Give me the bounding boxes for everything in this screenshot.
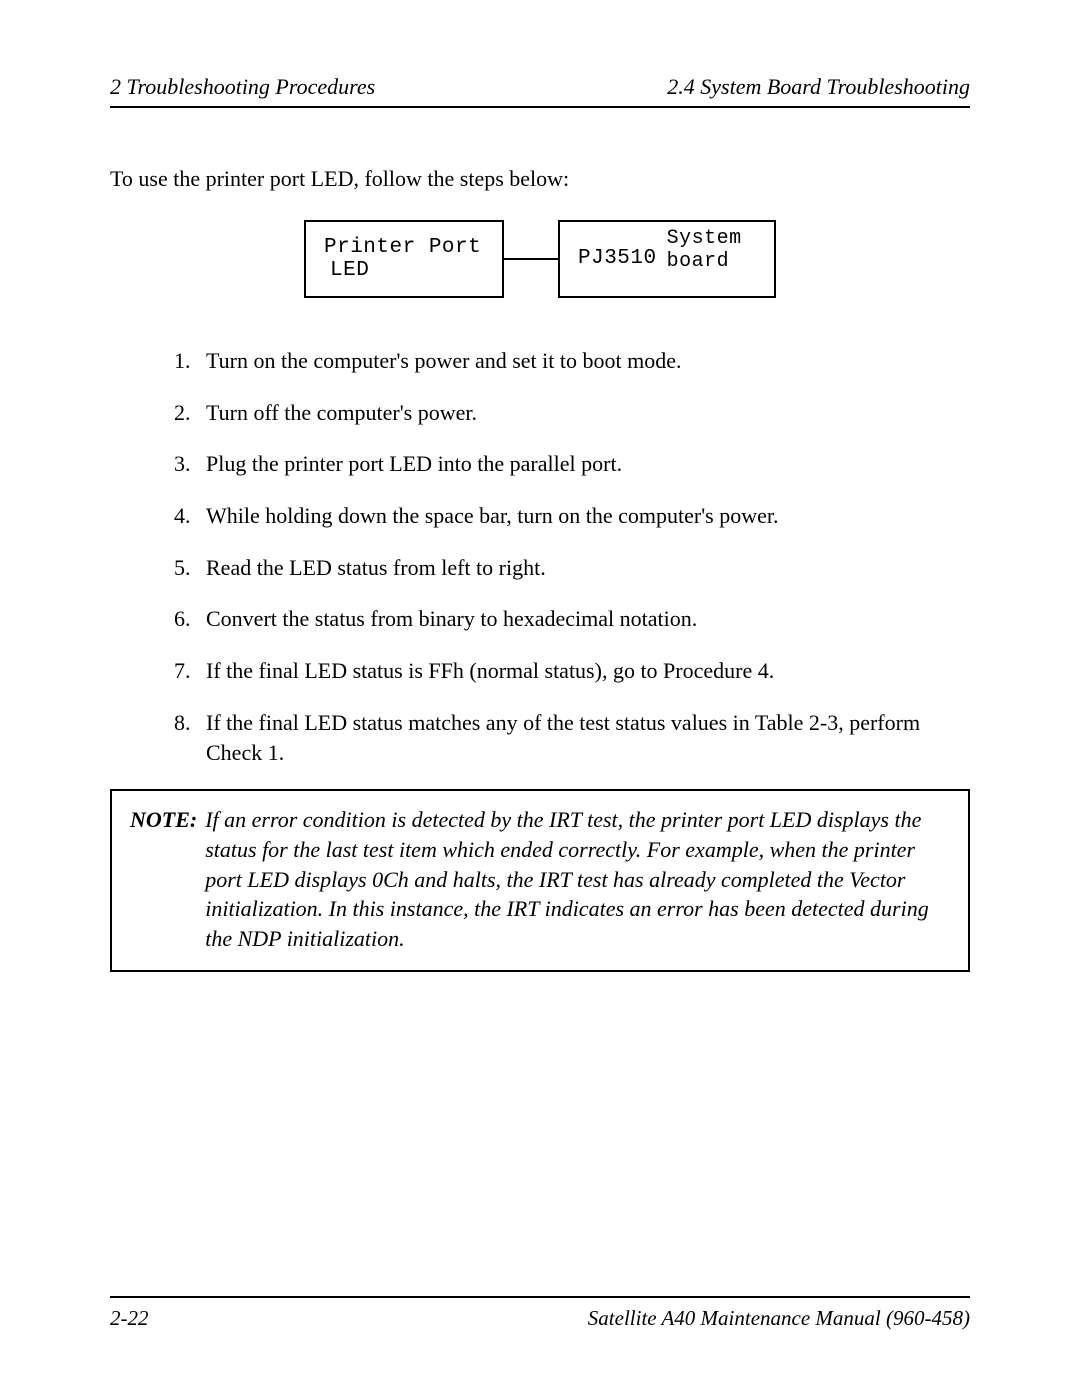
diagram-box-left-line1: Printer Port — [324, 236, 484, 259]
list-item: If the final LED status is FFh (normal s… — [196, 656, 970, 686]
footer-right: Satellite A40 Maintenance Manual (960-45… — [588, 1306, 970, 1331]
header-right: 2.4 System Board Troubleshooting — [667, 74, 970, 100]
header-left: 2 Troubleshooting Procedures — [110, 74, 375, 100]
page-footer: 2-22 Satellite A40 Maintenance Manual (9… — [110, 1296, 970, 1331]
list-item: Plug the printer port LED into the paral… — [196, 449, 970, 479]
intro-text: To use the printer port LED, follow the … — [110, 166, 970, 192]
note-box: NOTE: If an error condition is detected … — [110, 789, 970, 971]
page: 2 Troubleshooting Procedures 2.4 System … — [0, 0, 1080, 1397]
steps-list: Turn on the computer's power and set it … — [196, 346, 970, 767]
diagram-connector — [504, 258, 558, 260]
list-item: Convert the status from binary to hexade… — [196, 604, 970, 634]
list-item: While holding down the space bar, turn o… — [196, 501, 970, 531]
connection-diagram: Printer Port LED PJ3510 System board — [110, 220, 970, 298]
footer-left: 2-22 — [110, 1306, 149, 1331]
diagram-box-left-line2: LED — [324, 259, 484, 282]
diagram-connector-wrap — [504, 220, 558, 298]
list-item: Read the LED status from left to right. — [196, 553, 970, 583]
diagram-box-system-board: PJ3510 System board — [558, 220, 776, 298]
list-item: Turn off the computer's power. — [196, 398, 970, 428]
diagram-box-right-sys: System board — [667, 227, 756, 273]
list-item: If the final LED status matches any of t… — [196, 708, 970, 767]
page-header: 2 Troubleshooting Procedures 2.4 System … — [110, 74, 970, 108]
list-item: Turn on the computer's power and set it … — [196, 346, 970, 376]
note-label: NOTE: — [130, 805, 205, 953]
diagram-box-right-pj: PJ3510 — [578, 247, 657, 270]
note-text: If an error condition is detected by the… — [205, 805, 950, 953]
diagram-box-printer-port-led: Printer Port LED — [304, 220, 504, 298]
